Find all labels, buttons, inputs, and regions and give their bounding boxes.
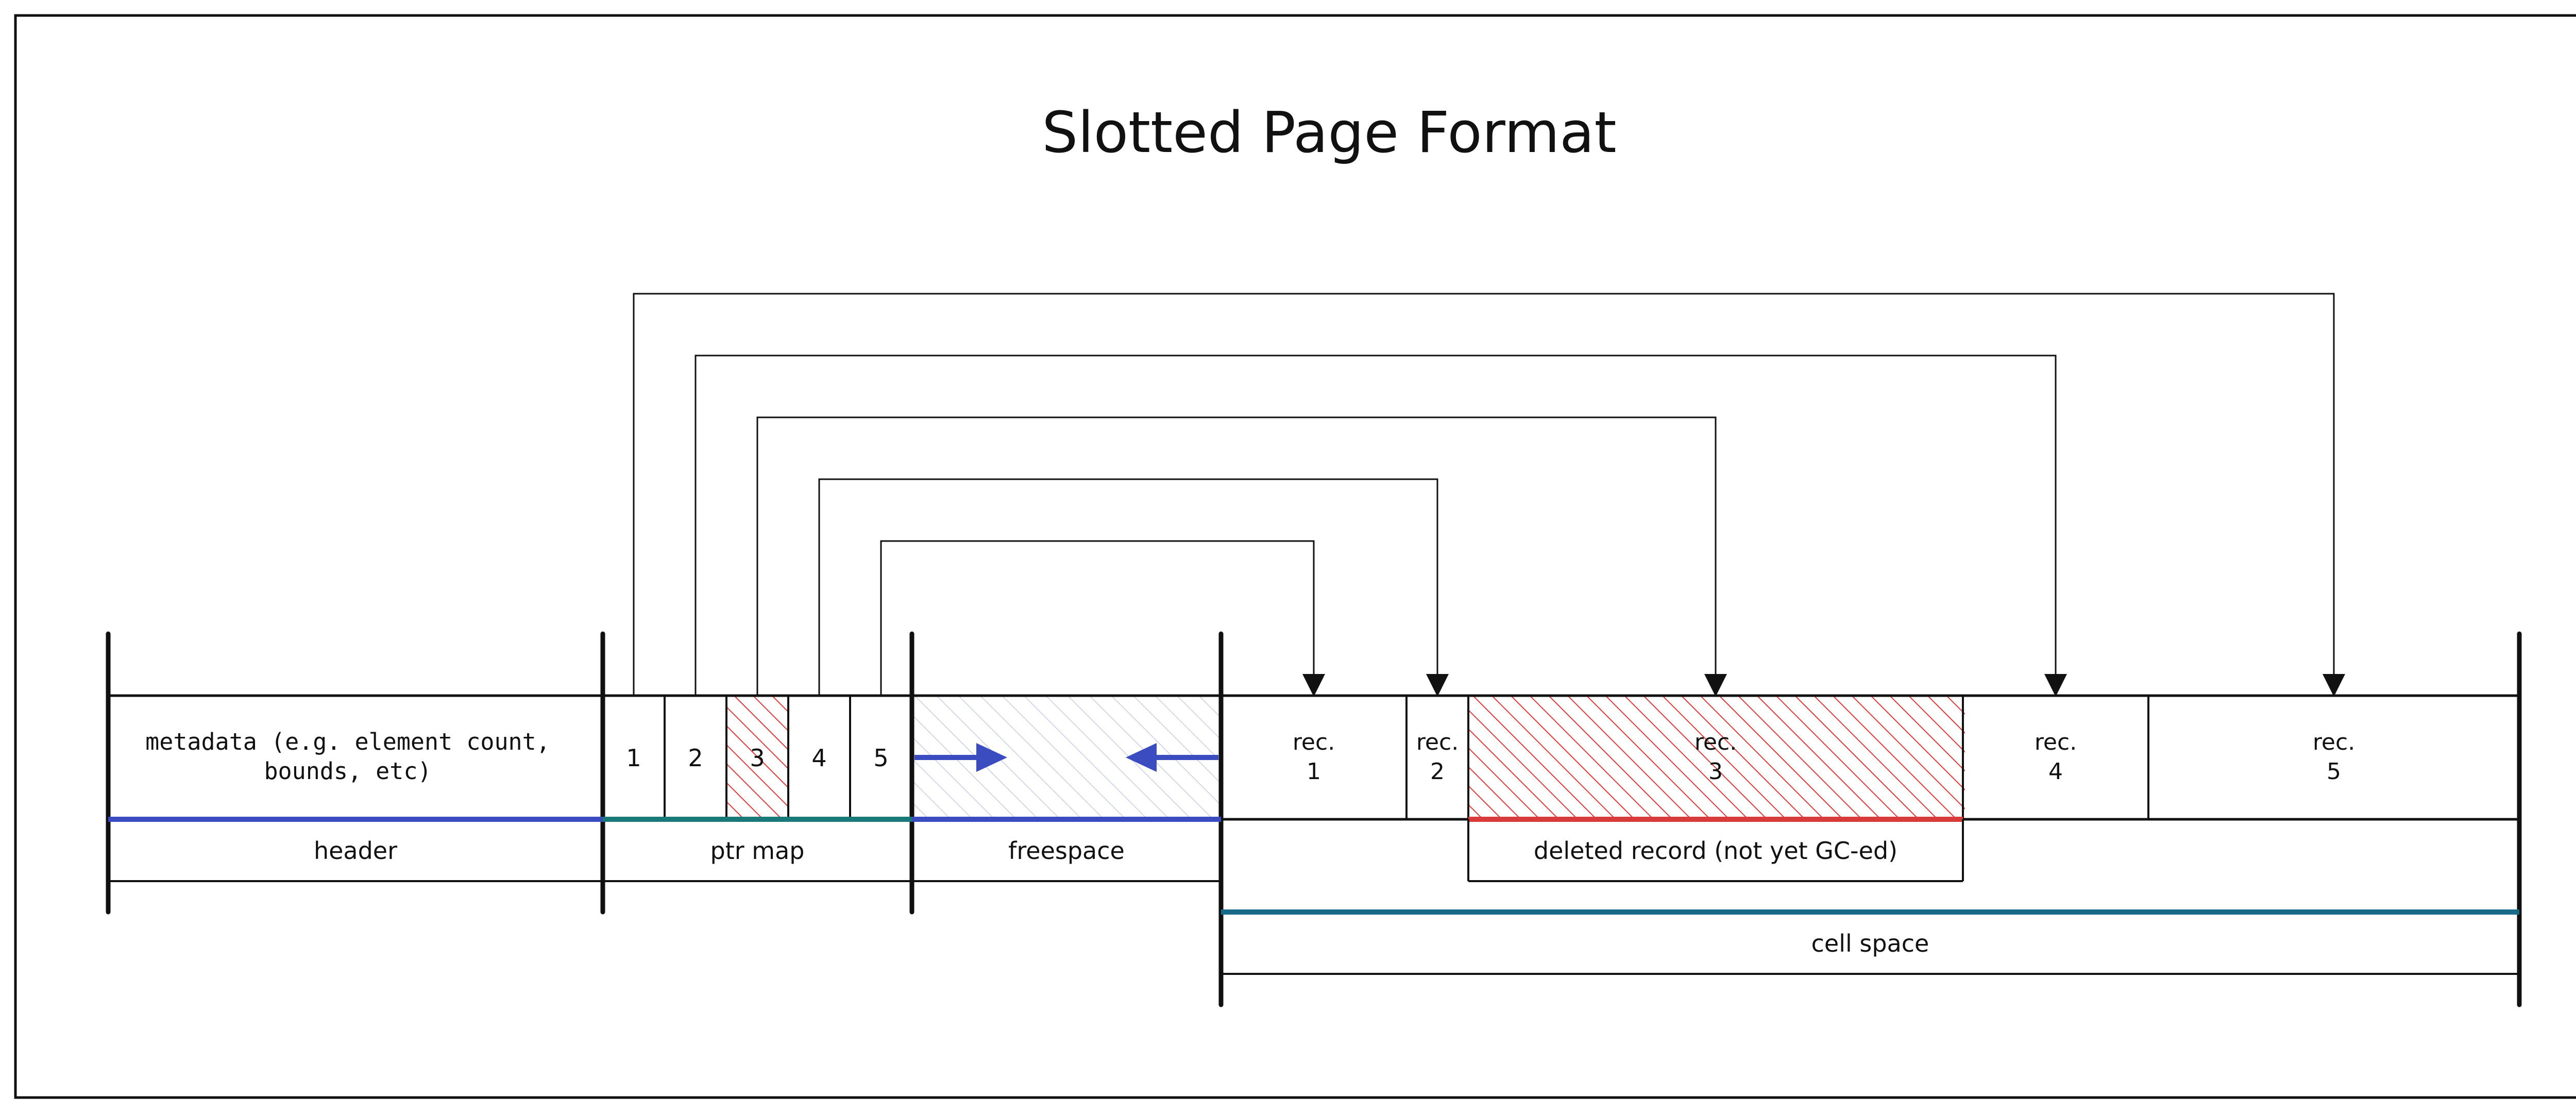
deleted-record-label-box [1467,819,1964,882]
diagram-title: Slotted Page Format [1042,99,1616,165]
freespace-grow-right-arrow [914,743,1007,772]
rec-3-number: 3 [1708,758,1723,785]
rec-3-label: rec. [1694,729,1737,755]
deleted-slot-hatch [727,696,788,819]
rec-5-number: 5 [2327,758,2341,785]
freespace-section-label: freespace [1008,837,1125,865]
ptr-5-to-rec-1 [880,540,1315,696]
slot-1: 1 [626,744,641,772]
outer-frame [14,14,2576,1099]
arrowhead-rec-5 [2323,674,2345,697]
deleted-record-hatch [1469,696,1965,819]
rec-2-label: rec. [1416,729,1459,755]
ptr-2-to-rec-4 [694,355,2057,696]
arrowhead-rec-2 [1426,674,1449,697]
rec-4-label: rec. [2035,729,2077,755]
slot-4: 4 [811,744,826,772]
rec-1-number: 1 [1307,758,1321,785]
rec-4-number: 4 [2048,758,2063,785]
deleted-record-label: deleted record (not yet GC-ed) [1534,837,1897,865]
rec-2-number: 2 [1430,758,1445,785]
ptr-4-to-rec-2 [818,478,1438,696]
slot-2: 2 [688,744,703,772]
pointer-connectors [633,293,2335,696]
ptr-1-to-rec-5 [633,293,2335,696]
freespace-grow-left-arrow [1126,743,1218,772]
cell-space-section-label: cell space [1811,930,1929,957]
rec-1-label: rec. [1293,729,1335,755]
cell-dividers [664,696,2149,819]
arrowhead-rec-3 [1704,674,1727,697]
arrowhead-rec-1 [1302,674,1325,697]
arrowhead-rec-4 [2044,674,2067,697]
header-metadata-line2: bounds, etc) [264,757,431,785]
slot-5: 5 [873,744,888,772]
ptr-3-to-rec-3 [756,416,1717,696]
header-metadata-line1: metadata (e.g. element count, [145,728,550,755]
rec-5-label: rec. [2313,729,2355,755]
pointer-arrowheads [1302,674,2345,697]
ptr-map-section-label: ptr map [710,837,805,865]
header-section-label: header [314,837,397,865]
slot-3: 3 [750,744,765,772]
